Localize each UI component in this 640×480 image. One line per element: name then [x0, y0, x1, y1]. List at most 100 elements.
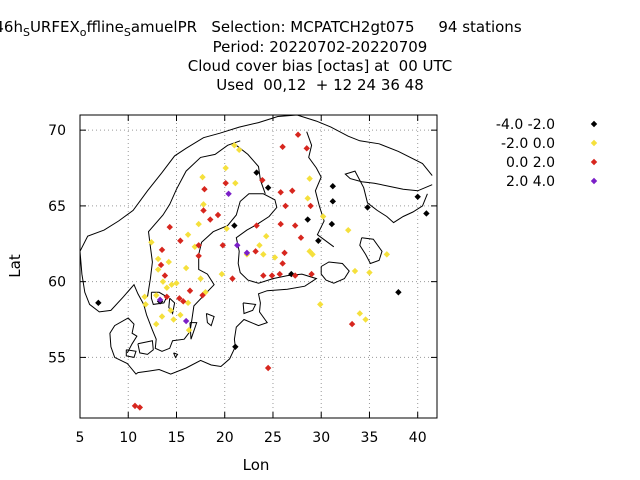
title-model-name: URFEX	[29, 18, 80, 36]
title-subscript-3: S	[123, 26, 131, 39]
station-marker	[231, 142, 238, 149]
legend-marker	[590, 177, 598, 185]
station-marker	[256, 242, 263, 249]
station-marker	[291, 222, 299, 229]
station-marker	[351, 267, 359, 275]
station-marker	[207, 216, 214, 223]
plot-frame	[79, 114, 438, 419]
station-marker	[195, 220, 202, 228]
coastline-segment	[79, 114, 433, 252]
station-marker	[232, 343, 239, 350]
x-axis-label: Lon	[243, 456, 270, 474]
y-tick-label: 70	[48, 123, 66, 139]
legend-label: -2.0 0.0	[501, 136, 555, 152]
station-marker	[271, 254, 279, 261]
station-marker	[199, 173, 206, 181]
station-marker	[282, 202, 289, 210]
station-marker	[281, 249, 288, 257]
coastline-segment	[79, 193, 318, 375]
station-marker	[156, 296, 164, 304]
station-marker	[136, 404, 144, 411]
station-marker	[222, 164, 229, 172]
station-marker	[173, 279, 180, 287]
legend: -4.0 -2.0 -2.0 0.0 0.0 2.0 2.0 4.0	[496, 117, 598, 190]
station-marker	[307, 202, 314, 210]
y-tick-label: 65	[48, 199, 66, 215]
station-marker	[259, 176, 266, 184]
x-tick-label: 10	[119, 430, 137, 446]
legend-label: -4.0 -2.0	[496, 117, 555, 133]
station-marker	[141, 293, 148, 300]
title-line-1: 46hSURFEXofflineSamuelPR Selection: MCPA…	[0, 18, 578, 42]
station-marker	[95, 299, 102, 307]
station-marker	[328, 220, 336, 228]
station-marker	[263, 233, 270, 240]
x-tick-label: 40	[409, 430, 427, 446]
x-tick-label: 25	[264, 430, 282, 446]
y-axis-label: Lat	[6, 254, 24, 278]
station-marker	[297, 234, 305, 241]
y-tick-label: 60	[48, 275, 66, 291]
station-marker	[308, 270, 315, 278]
station-marker	[279, 143, 286, 151]
station-marker	[165, 258, 172, 266]
station-marker	[161, 272, 169, 279]
station-marker	[197, 275, 204, 282]
station-marker	[218, 270, 226, 278]
title-period: Period: 20220702-20220709	[212, 38, 428, 56]
coastline-segment	[150, 291, 168, 305]
station-marker	[243, 249, 251, 257]
station-marker	[234, 242, 241, 249]
title-subscript-1: S	[22, 26, 30, 39]
station-marker	[200, 207, 207, 214]
station-marker	[177, 237, 184, 244]
legend-marker	[590, 139, 598, 147]
station-marker	[201, 186, 208, 193]
station-marker	[309, 251, 316, 258]
station-marker	[153, 292, 160, 299]
station-marker	[362, 316, 369, 323]
station-marker	[319, 213, 327, 220]
station-marker	[154, 255, 162, 263]
station-marker	[167, 307, 174, 314]
station-marker	[199, 292, 206, 299]
station-marker	[264, 364, 272, 372]
legend-label: 0.0 2.0	[506, 155, 555, 171]
station-marker	[268, 272, 276, 279]
station-marker	[232, 179, 239, 187]
station-marker	[329, 183, 336, 190]
station-marker	[195, 252, 202, 260]
station-marker	[182, 317, 190, 325]
station-marker	[222, 179, 229, 187]
x-tick-label: 15	[168, 430, 186, 446]
station-marker	[303, 145, 310, 152]
coastline-segment	[344, 170, 433, 224]
station-marker	[304, 216, 311, 223]
station-marker	[163, 284, 171, 291]
station-marker	[159, 278, 167, 285]
station-marker	[329, 198, 336, 205]
title-used: Used 00,12 + 12 24 36 48	[216, 76, 424, 94]
station-marker	[253, 222, 260, 229]
station-marker	[315, 237, 322, 244]
station-marker	[184, 231, 192, 238]
station-marker	[148, 239, 155, 246]
station-marker	[219, 242, 226, 249]
station-marker	[253, 169, 260, 176]
station-marker	[304, 195, 311, 202]
station-marker	[182, 264, 190, 272]
station-marker	[276, 270, 283, 278]
station-marker	[168, 281, 175, 288]
station-marker	[131, 402, 139, 410]
station-marker	[153, 320, 160, 328]
coastlines	[79, 114, 433, 375]
station-marker	[231, 222, 238, 229]
station-marker	[195, 242, 202, 249]
station-marker	[180, 298, 187, 305]
station-marker	[423, 210, 430, 217]
coastline-segment	[359, 237, 383, 265]
station-marker	[260, 251, 267, 258]
coastline-segment	[168, 297, 176, 315]
legend-label: 2.0 4.0	[506, 174, 555, 190]
station-marker	[291, 272, 299, 279]
